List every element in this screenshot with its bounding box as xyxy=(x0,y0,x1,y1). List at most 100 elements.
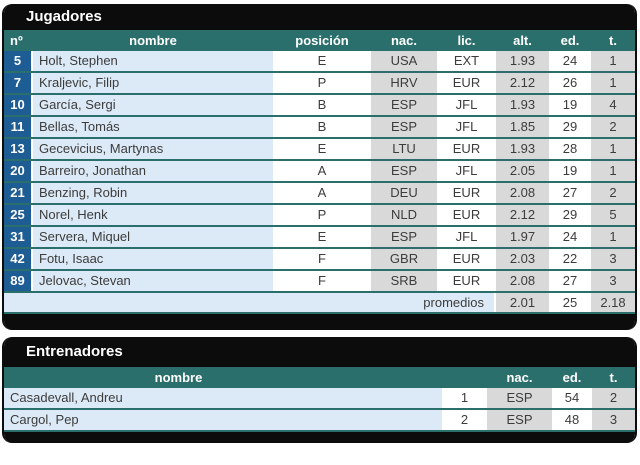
player-row-ed: 29 xyxy=(551,117,589,137)
players-header-row: nº nombre posición nac. lic. alt. ed. t. xyxy=(4,30,635,51)
player-row-alt: 2.12 xyxy=(496,205,549,225)
player-row-alt: 1.97 xyxy=(496,227,549,247)
player-row-name: Kraljevic, Filip xyxy=(33,73,273,93)
player-row-lic: EUR xyxy=(439,205,494,225)
player-row-pos: E xyxy=(275,139,369,159)
player-row: 20 Barreiro, Jonathan A ESP JFL 2.05 19 1 xyxy=(4,161,635,183)
player-row-ed: 24 xyxy=(551,227,589,247)
players-header-name: nombre xyxy=(129,33,177,48)
player-row-ed: 24 xyxy=(551,51,589,71)
player-row-ed: 26 xyxy=(551,73,589,93)
player-row-name: Norel, Henk xyxy=(33,205,273,225)
player-row-lic: EUR xyxy=(439,249,494,269)
player-row-ed: 19 xyxy=(551,95,589,115)
player-row: 13 Gecevicius, Martynas E LTU EUR 1.93 28 1 xyxy=(4,139,635,161)
player-row-pos: A xyxy=(275,161,369,181)
player-row-t: 5 xyxy=(591,205,635,225)
player-row-num: 7 xyxy=(4,73,31,93)
player-row-name: Barreiro, Jonathan xyxy=(33,161,273,181)
player-row-num: 42 xyxy=(4,249,31,269)
player-row-num: 13 xyxy=(4,139,31,159)
player-row-pos: E xyxy=(275,51,369,71)
player-row-num: 5 xyxy=(4,51,31,71)
player-row-lic: EUR xyxy=(439,183,494,203)
player-row-name: Jelovac, Stevan xyxy=(33,271,273,291)
coach-row-nat: ESP xyxy=(487,388,552,408)
player-row-pos: P xyxy=(275,205,369,225)
player-row-pos: E xyxy=(275,227,369,247)
player-row-t: 3 xyxy=(591,271,635,291)
coach-row-t: 3 xyxy=(592,410,635,430)
player-row-nat: NLD xyxy=(371,205,437,225)
player-row-t: 1 xyxy=(591,161,635,181)
coach-row-num: 1 xyxy=(444,388,485,408)
player-row-t: 1 xyxy=(591,227,635,247)
player-row: 7 Kraljevic, Filip P HRV EUR 2.12 26 1 xyxy=(4,73,635,95)
player-row-t: 1 xyxy=(591,51,635,71)
players-body: 5 Holt, Stephen E USA EXT 1.93 24 1 7 Kraljevic, … xyxy=(4,51,635,293)
player-row-lic: JFL xyxy=(439,227,494,247)
player-row-nat: ESP xyxy=(371,161,437,181)
player-row-t: 3 xyxy=(591,249,635,269)
player-row-name: Servera, Miquel xyxy=(33,227,273,247)
coach-row-t: 2 xyxy=(592,388,635,408)
player-row-lic: JFL xyxy=(439,95,494,115)
player-row-lic: EUR xyxy=(439,139,494,159)
coach-row-ed: 54 xyxy=(554,388,590,408)
coaches-header-spacer xyxy=(355,367,485,388)
coaches-table-title: Entrenadores xyxy=(4,337,635,367)
player-row: 21 Benzing, Robin A DEU EUR 2.08 27 2 xyxy=(4,183,635,205)
page: Jugadores nº nombre posición nac. lic. a… xyxy=(2,4,637,443)
players-averages-row: promedios 2.01 25 2.18 xyxy=(4,293,635,314)
player-row: 25 Norel, Henk P NLD EUR 2.12 29 5 xyxy=(4,205,635,227)
player-row-alt: 1.93 xyxy=(496,139,549,159)
averages-height: 2.01 xyxy=(496,293,549,312)
players-table: Jugadores nº nombre posición nac. lic. a… xyxy=(2,4,637,330)
player-row-num: 89 xyxy=(4,271,31,291)
player-row-alt: 2.08 xyxy=(496,271,549,291)
player-row-t: 4 xyxy=(591,95,635,115)
player-row: 11 Bellas, Tomás B ESP JFL 1.85 29 2 xyxy=(4,117,635,139)
coaches-header-age: ed. xyxy=(562,370,582,385)
player-row-lic: EXT xyxy=(439,51,494,71)
player-row-nat: ESP xyxy=(371,227,437,247)
player-row-pos: B xyxy=(275,117,369,137)
coaches-body: Casadevall, Andreu 1 ESP 54 2 Cargol, Pep 2 ESP… xyxy=(4,388,635,432)
player-row-ed: 27 xyxy=(551,183,589,203)
player-row-lic: EUR xyxy=(439,73,494,93)
coach-row: Casadevall, Andreu 1 ESP 54 2 xyxy=(4,388,635,410)
players-header-nationality: nac. xyxy=(390,33,417,48)
players-header-position: posición xyxy=(295,33,349,48)
player-row-t: 1 xyxy=(591,139,635,159)
player-row-alt: 2.05 xyxy=(496,161,549,181)
averages-label: promedios xyxy=(4,293,494,312)
player-row-num: 10 xyxy=(4,95,31,115)
player-row-pos: F xyxy=(275,249,369,269)
player-row-lic: JFL xyxy=(439,161,494,181)
player-row-pos: B xyxy=(275,95,369,115)
player-row-name: Holt, Stephen xyxy=(33,51,273,71)
player-row-pos: A xyxy=(275,183,369,203)
player-row: 42 Fotu, Isaac F GBR EUR 2.03 22 3 xyxy=(4,249,635,271)
players-header-number: nº xyxy=(10,33,23,48)
players-table-title: Jugadores xyxy=(4,4,635,30)
players-header-t: t. xyxy=(609,33,617,48)
tables-gap xyxy=(2,330,637,337)
player-row: 89 Jelovac, Stevan F SRB EUR 2.08 27 3 xyxy=(4,271,635,293)
player-row: 5 Holt, Stephen E USA EXT 1.93 24 1 xyxy=(4,51,635,73)
player-row-nat: SRB xyxy=(371,271,437,291)
players-header-license: lic. xyxy=(457,33,476,48)
player-row-name: García, Sergi xyxy=(33,95,273,115)
player-row-alt: 1.93 xyxy=(496,95,549,115)
player-row-name: Bellas, Tomás xyxy=(33,117,273,137)
player-row-num: 31 xyxy=(4,227,31,247)
player-row-ed: 19 xyxy=(551,161,589,181)
player-row-nat: ESP xyxy=(371,95,437,115)
coaches-table-bottom-bar xyxy=(4,432,635,443)
player-row: 10 García, Sergi B ESP JFL 1.93 19 4 xyxy=(4,95,635,117)
coach-row-name: Casadevall, Andreu xyxy=(4,388,442,408)
player-row-num: 20 xyxy=(4,161,31,181)
player-row-nat: USA xyxy=(371,51,437,71)
coach-row-nat: ESP xyxy=(487,410,552,430)
player-row-nat: HRV xyxy=(371,73,437,93)
